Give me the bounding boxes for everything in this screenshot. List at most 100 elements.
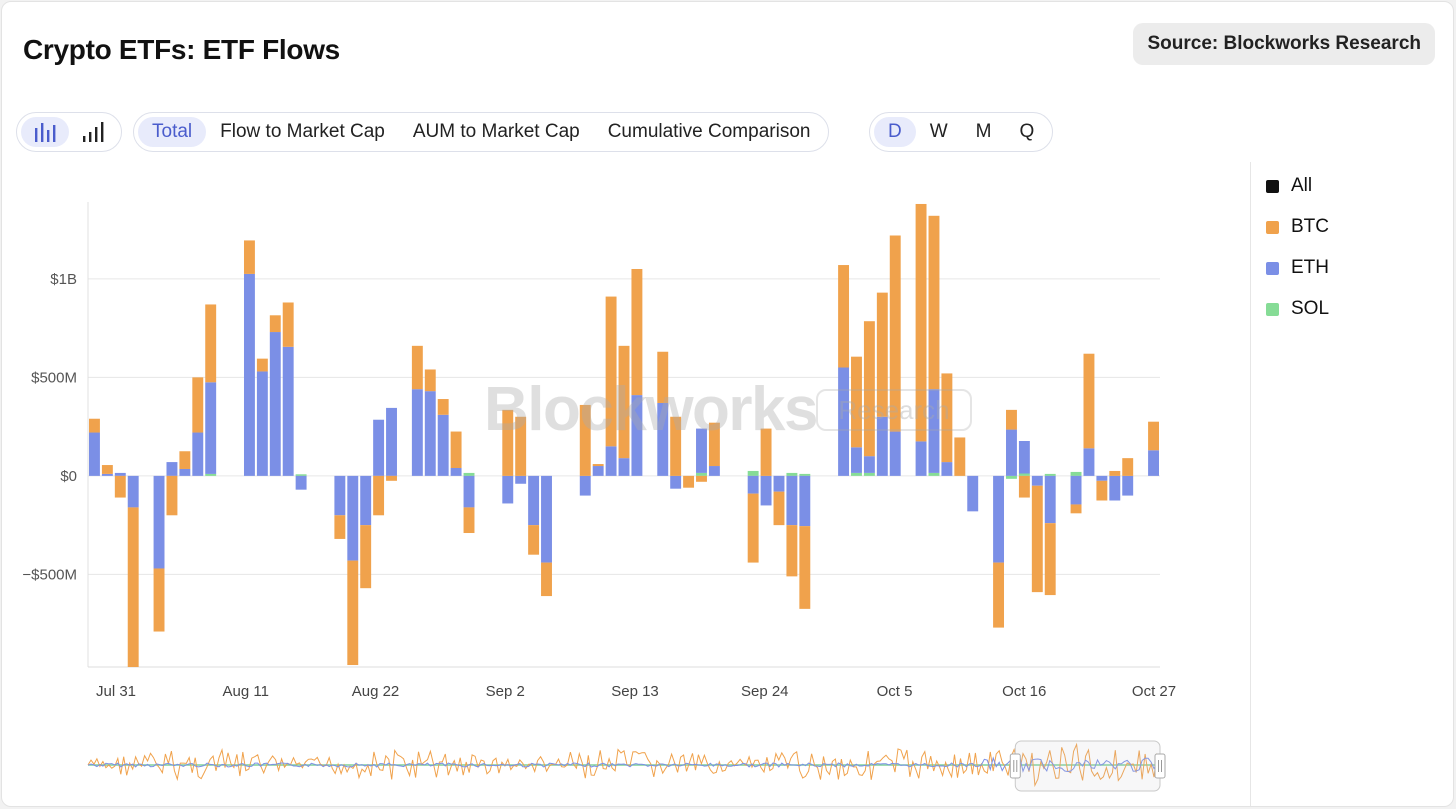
- legend-label-all: All: [1291, 175, 1313, 196]
- bar-segment-btc: [114, 475, 126, 498]
- signal-bars-icon[interactable]: [69, 117, 117, 147]
- legend-item-all[interactable]: All: [1266, 172, 1329, 200]
- bar-segment-eth: [670, 475, 682, 489]
- legend-swatch-btc: [1266, 220, 1279, 234]
- legend-item-btc[interactable]: BTC: [1266, 213, 1329, 241]
- bar-segment-btc: [605, 296, 617, 447]
- tab-cumulative-comparison[interactable]: Cumulative Comparison: [607, 121, 811, 142]
- bar-segment-eth: [463, 475, 475, 508]
- bar-segment-btc: [954, 437, 966, 476]
- bar-segment-eth: [967, 475, 979, 512]
- bar-segment-btc: [1148, 421, 1159, 451]
- bar-segment-btc: [347, 560, 359, 666]
- bar-segment-sol: [463, 472, 475, 476]
- x-tick-label: Aug 11: [223, 683, 269, 700]
- period-quarterly[interactable]: Q: [1019, 121, 1035, 142]
- navigator-eth-line: [87, 756, 1161, 773]
- legend-item-eth[interactable]: ETH: [1266, 254, 1329, 282]
- bar-segment-btc: [256, 358, 268, 372]
- legend-item-sol[interactable]: SOL: [1266, 295, 1329, 323]
- bar-segment-btc: [708, 422, 720, 467]
- bar-segment-btc: [786, 525, 798, 577]
- bar-segment-btc: [411, 345, 423, 390]
- bar-segment-eth: [1083, 448, 1095, 476]
- bar-segment-eth: [114, 472, 126, 476]
- bar-segment-eth: [295, 475, 307, 490]
- bar-segment-eth: [1096, 475, 1108, 481]
- period-weekly[interactable]: W: [929, 121, 948, 142]
- bar-segment-btc: [437, 399, 449, 415]
- bar-segment-btc: [851, 356, 862, 448]
- bar-segment-eth: [579, 475, 591, 496]
- tab-total[interactable]: Total: [138, 117, 207, 147]
- bar-segment-btc: [799, 526, 811, 609]
- bar-segment-sol: [747, 470, 759, 476]
- bar-segment-btc: [1122, 458, 1134, 476]
- bar-segment-eth: [592, 466, 604, 476]
- navigator-right-handle[interactable]: [1154, 753, 1166, 779]
- x-tick-label: Sep 24: [741, 683, 789, 700]
- period-monthly[interactable]: M: [975, 121, 992, 142]
- bar-segment-eth: [256, 371, 268, 476]
- bar-segment-btc: [696, 475, 707, 482]
- bar-segment-eth: [179, 468, 191, 476]
- bar-segment-eth: [1070, 475, 1082, 505]
- bar-segment-sol: [799, 473, 811, 476]
- bar-segment-btc: [282, 302, 294, 347]
- bar-segment-eth: [1148, 450, 1159, 476]
- bar-segment-eth: [89, 432, 100, 476]
- bar-segment-btc: [928, 215, 940, 390]
- bar-chart-icon[interactable]: [21, 117, 69, 147]
- y-tick-label: −$500M: [22, 566, 77, 583]
- bar-segment-eth: [450, 467, 462, 476]
- bar-segment-eth: [360, 475, 372, 526]
- tab-flow-to-market-cap[interactable]: Flow to Market Cap: [220, 121, 385, 142]
- bar-segment-btc: [1096, 480, 1108, 501]
- legend-swatch-sol: [1266, 302, 1279, 316]
- x-tick-label: Jul 31: [96, 683, 136, 700]
- bar-segment-btc: [515, 416, 527, 476]
- bar-segment-eth: [373, 419, 385, 476]
- legend-swatch-eth: [1266, 261, 1279, 275]
- bar-segment-eth: [411, 389, 423, 476]
- bar-segment-eth: [347, 475, 359, 561]
- bar-segment-btc: [1006, 409, 1017, 430]
- page-title: Crypto ETFs: ETF Flows: [23, 34, 340, 65]
- bar-segment-btc: [993, 562, 1005, 628]
- bar-segment-eth: [1018, 441, 1030, 474]
- bar-segment-sol: [295, 474, 307, 476]
- bar-segment-btc: [1018, 475, 1030, 498]
- bar-segment-eth: [838, 367, 850, 476]
- bar-segment-btc: [360, 525, 372, 589]
- bar-segment-sol: [1006, 475, 1017, 479]
- bar-segment-eth: [282, 346, 294, 476]
- bar-segment-eth: [166, 462, 178, 476]
- chart-type-toggle: [16, 112, 122, 152]
- bar-segment-eth: [851, 447, 862, 473]
- tab-aum-to-market-cap[interactable]: AUM to Market Cap: [412, 121, 580, 142]
- bar-segment-btc: [243, 240, 255, 274]
- bar-segment-eth: [502, 475, 514, 504]
- bar-segment-eth: [708, 466, 720, 476]
- bar-segment-eth: [437, 414, 449, 476]
- bar-segment-eth: [928, 389, 940, 473]
- bar-segment-eth: [657, 402, 669, 476]
- bar-segment-eth: [915, 441, 927, 476]
- y-tick-label: $0: [60, 468, 77, 485]
- x-tick-label: Aug 22: [352, 683, 400, 700]
- bar-segment-eth: [889, 431, 901, 476]
- bar-segment-btc: [179, 451, 191, 469]
- bar-segment-btc: [670, 416, 682, 476]
- y-tick-label: $1B: [50, 271, 77, 288]
- x-tick-label: Oct 5: [877, 683, 913, 700]
- bar-segment-sol: [205, 473, 217, 476]
- legend-label-sol: SOL: [1291, 298, 1330, 319]
- bar-segment-btc: [373, 475, 385, 516]
- period-daily[interactable]: D: [874, 117, 916, 147]
- bar-segment-btc: [192, 377, 204, 433]
- bar-segment-btc: [269, 315, 281, 333]
- flows-bar-chart: $1B $500M $0 −$500M Jul 31 Aug 11 Aug 22 Sep 2 S…: [22, 202, 1176, 792]
- bar-segment-eth: [205, 382, 217, 474]
- navigator-left-handle[interactable]: [1009, 753, 1021, 779]
